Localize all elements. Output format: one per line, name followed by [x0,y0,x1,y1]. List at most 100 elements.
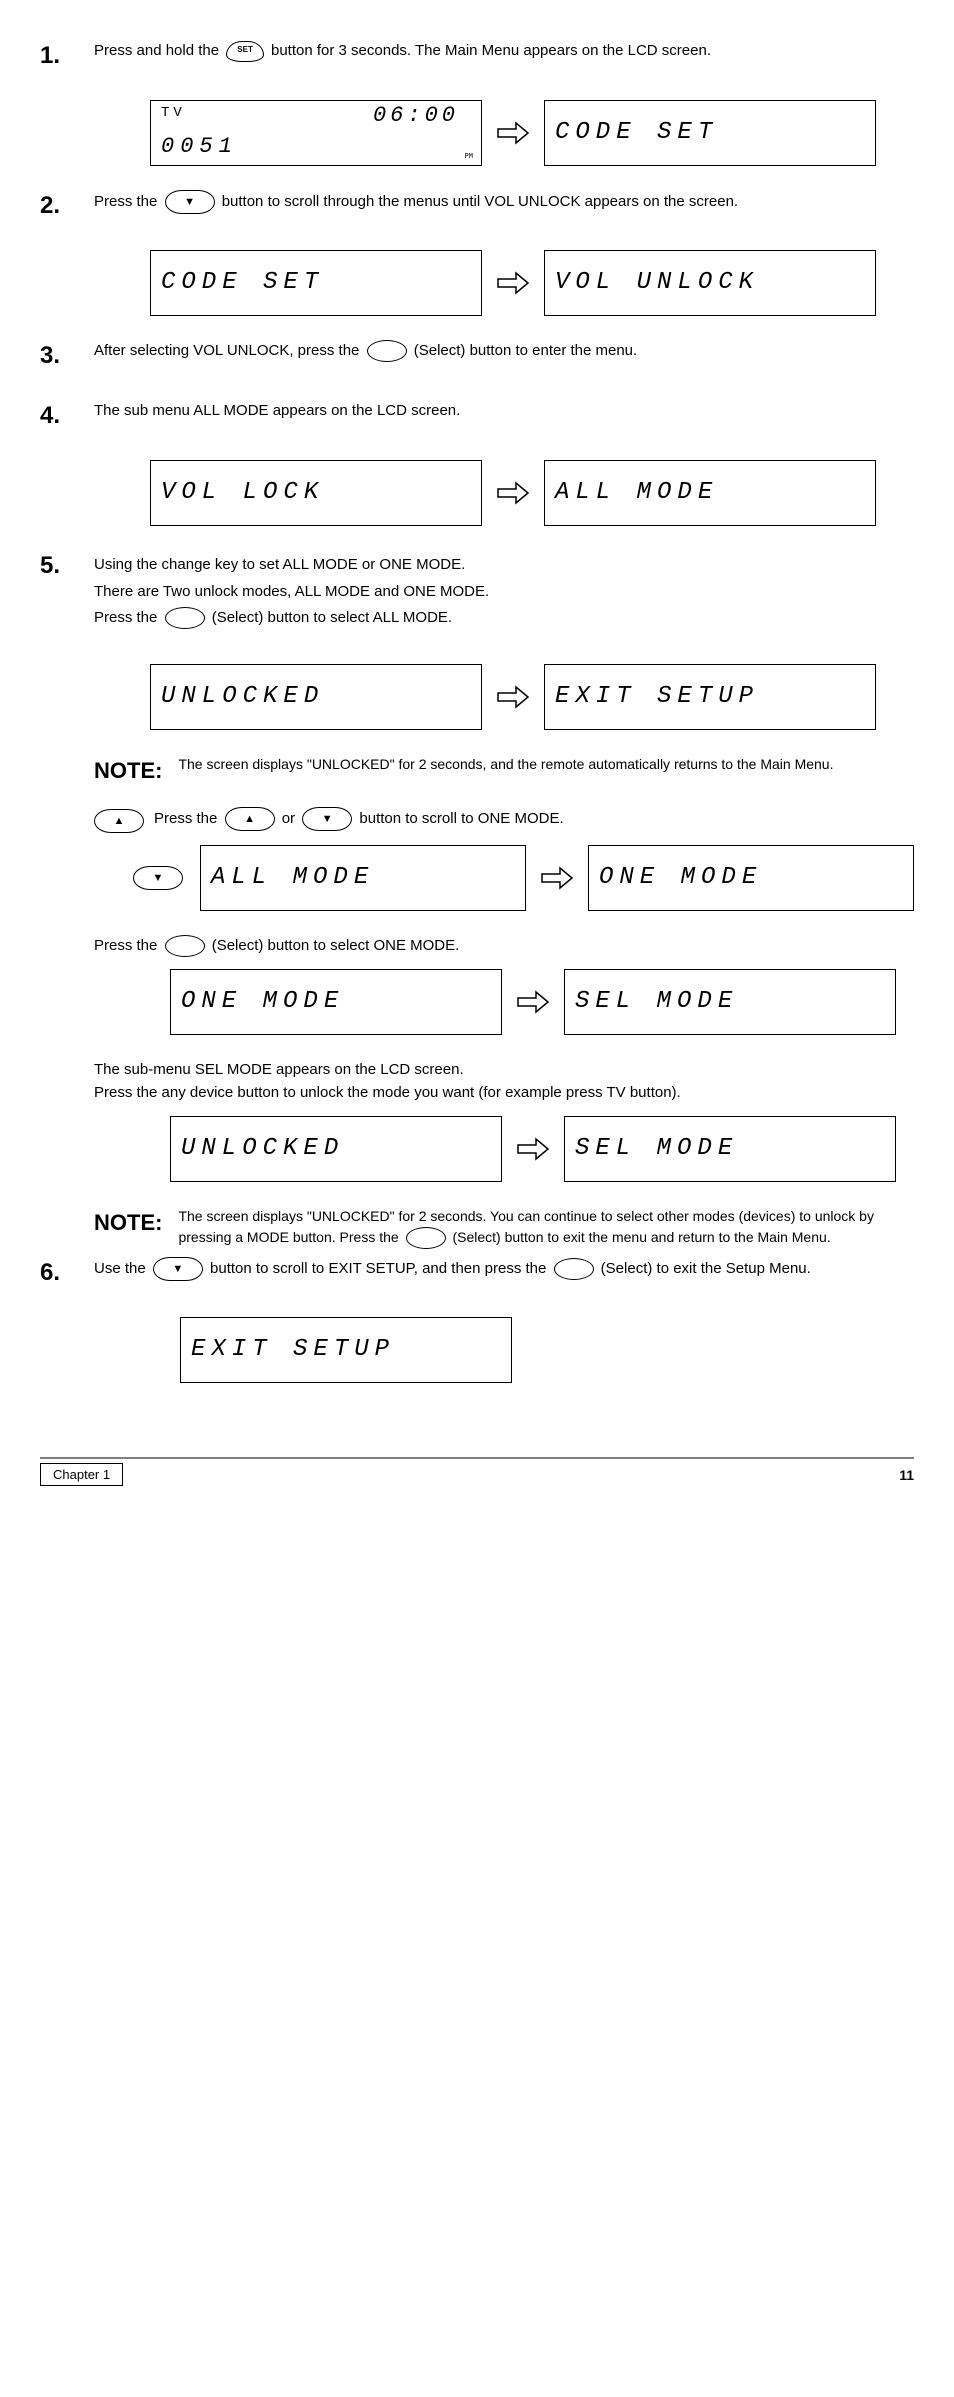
step-3-body: After selecting VOL UNLOCK, press the (S… [94,340,914,363]
lcd-text: ALL MODE [211,866,515,890]
step-3-b: (Select) button to enter the menu. [414,342,637,359]
step-1-lcd-row: TV 06:00 0051 PM CODE SET [150,100,914,166]
lcd-opt1-left: ALL MODE [200,845,526,911]
arrow-icon [540,865,574,891]
lcd-text: VOL UNLOCK [555,271,865,295]
lcd-text: UNLOCKED [181,1137,491,1161]
step-3-label: 3. [40,340,80,370]
lcd-opt2-left: ONE MODE [170,969,502,1035]
option2-lcd-row: ONE MODE SEL MODE [170,969,914,1035]
lcd-text: EXIT SETUP [555,685,865,709]
lcd-code: 0051 [161,134,238,159]
lcd-opt3-left: UNLOCKED [170,1116,502,1182]
select-button-icon [406,1227,446,1249]
lcd-text: CODE SET [555,121,865,145]
note-1-text: The screen displays "UNLOCKED" for 2 sec… [178,754,914,787]
step-4-body: The sub menu ALL MODE appears on the LCD… [94,400,914,423]
option3-text2: Press the any device button to unlock th… [94,1082,914,1105]
step-1-body: Press and hold the SET button for 3 seco… [94,40,914,63]
step-5-b: There are Two unlock modes, ALL MODE and… [94,581,914,604]
step-5-body: Using the change key to set ALL MODE or … [94,550,914,634]
option3-lcd-row: UNLOCKED SEL MODE [170,1116,914,1182]
lcd-text: EXIT SETUP [191,1338,501,1362]
lcd-opt2-right: SEL MODE [564,969,896,1035]
step-4-label: 4. [40,400,80,430]
note-1-label: NOTE: [94,754,162,787]
lcd-step3-left: VOL LOCK [150,460,482,526]
lcd-opt3-right: SEL MODE [564,1116,896,1182]
down-button-icon: ▼ [153,1257,203,1281]
step-1-text-b: button for 3 seconds. The Main Menu appe… [271,42,711,59]
step-4: 4. The sub menu ALL MODE appears on the … [40,400,914,430]
note-2-label: NOTE: [94,1206,162,1249]
step-1-text-a: Press and hold the [94,42,223,59]
arrow-icon [496,270,530,296]
lcd-time: 06:00 [373,103,459,128]
lcd-step6: EXIT SETUP [180,1317,512,1383]
arrow-icon [496,120,530,146]
step-5-c-before: Press the [94,609,162,626]
set-button-icon: SET [226,41,264,62]
lcd-step2-right: VOL UNLOCK [544,250,876,316]
lcd-step4-right: EXIT SETUP [544,664,876,730]
step-5: 5. Using the change key to set ALL MODE … [40,550,914,634]
step-3: 3. After selecting VOL UNLOCK, press the… [40,340,914,370]
lcd-pm: PM [465,153,473,161]
step-2-lcd-row: CODE SET VOL UNLOCK [150,250,914,316]
lcd-text: UNLOCKED [161,685,471,709]
lcd-text: VOL LOCK [161,481,471,505]
note-2-text: The screen displays "UNLOCKED" for 2 sec… [178,1206,914,1249]
select-button-icon [554,1258,594,1280]
step-5-a: Using the change key to set ALL MODE or … [94,554,914,577]
footer-divider [40,1455,914,1461]
option1-lcd-row: ▼ ALL MODE ONE MODE [130,845,914,911]
step-2: 2. Press the ▼ button to scroll through … [40,190,914,220]
option-updown: ▲ Press the ▲ or ▼ button to scroll to O… [94,807,914,833]
select-button-icon [367,340,407,362]
note-2: NOTE: The screen displays "UNLOCKED" for… [94,1206,914,1249]
lcd-opt1-right: ONE MODE [588,845,914,911]
arrow-icon [496,684,530,710]
down-button-icon: ▼ [165,190,215,214]
footer-page-number: 11 [899,1467,914,1483]
lcd-step1-left: TV 06:00 0051 PM [150,100,482,166]
up-button-icon: ▲ [94,807,144,833]
lcd-step1-right: CODE SET [544,100,876,166]
lcd-text: ONE MODE [181,990,491,1014]
select-button-icon [165,607,205,629]
step-6-lcd-row: EXIT SETUP [180,1317,914,1383]
lcd-step2-left: CODE SET [150,250,482,316]
step-5-label: 5. [40,550,80,580]
step-5-c-after: (Select) button to select ALL MODE. [212,609,452,626]
opt2-before: Press the [94,937,162,954]
lcd-text: SEL MODE [575,1137,885,1161]
footer-chapter: Chapter 1 [40,1463,123,1486]
step-3-lcd-row: VOL LOCK ALL MODE [150,460,914,526]
lcd-tv-label: TV [161,105,186,121]
step-2-label: 2. [40,190,80,220]
lcd-text: CODE SET [161,271,471,295]
lcd-step3-right: ALL MODE [544,460,876,526]
opt2-after: (Select) button to select ONE MODE. [212,937,460,954]
lcd-text: SEL MODE [575,990,885,1014]
page-footer: Chapter 1 11 [40,1463,914,1486]
step-1: 1. Press and hold the SET button for 3 s… [40,40,914,70]
step-2-body: Press the ▼ button to scroll through the… [94,190,914,214]
arrow-icon [516,989,550,1015]
down-button-icon: ▼ [133,866,183,890]
note-1: NOTE: The screen displays "UNLOCKED" for… [94,754,914,787]
down-button-icon: ▼ [302,807,352,831]
select-button-icon [165,935,205,957]
lcd-step4-left: UNLOCKED [150,664,482,730]
step-5-c: Press the (Select) button to select ALL … [94,607,914,630]
set-button-label: SET [226,41,264,62]
lcd-text: ALL MODE [555,481,865,505]
page-container: 1. Press and hold the SET button for 3 s… [0,0,954,1526]
step-3-a: After selecting VOL UNLOCK, press the [94,342,364,359]
arrow-icon [516,1136,550,1162]
lcd-text: ONE MODE [599,866,903,890]
step-6: 6. Use the ▼ button to scroll to EXIT SE… [40,1257,914,1287]
step-1-label: 1. [40,40,80,70]
step-4-lcd-row: UNLOCKED EXIT SETUP [150,664,914,730]
step-6-body: Use the ▼ button to scroll to EXIT SETUP… [94,1257,914,1281]
